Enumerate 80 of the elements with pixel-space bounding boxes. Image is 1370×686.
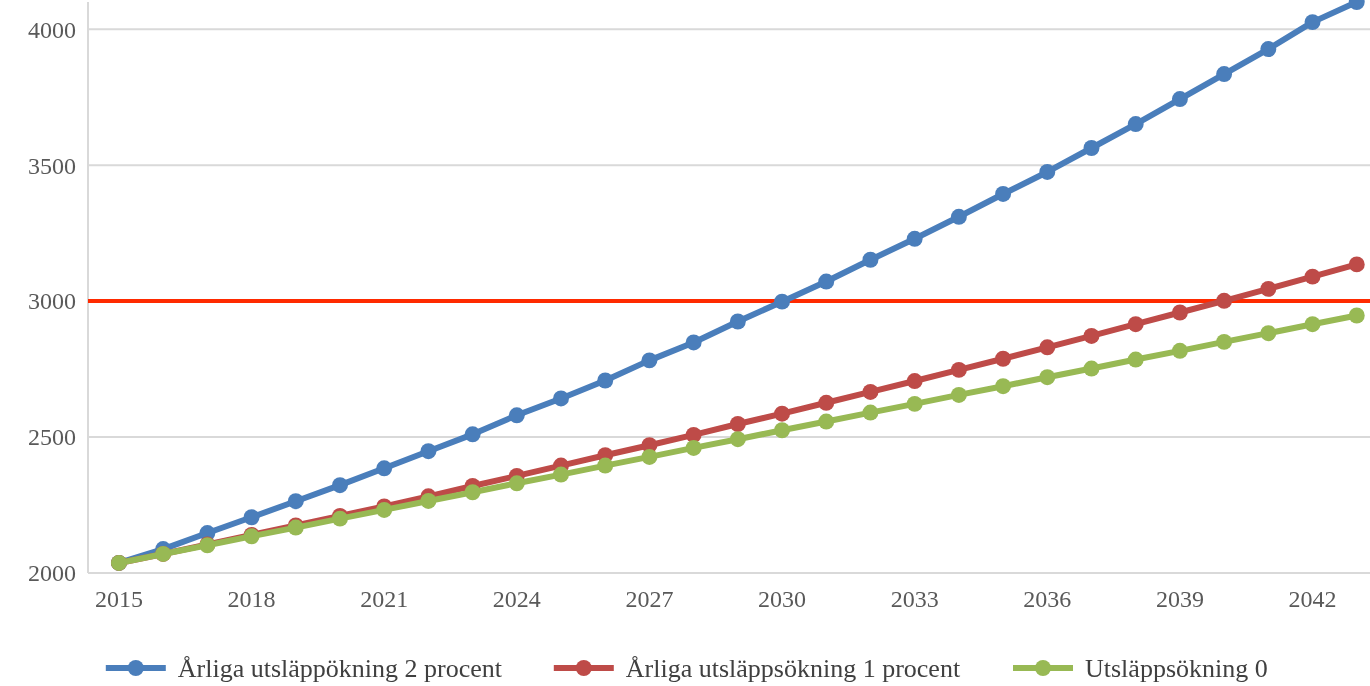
x-tick-label: 2030 [758,586,807,612]
point [1260,280,1277,297]
point [729,313,746,330]
point [1171,342,1188,359]
point [774,405,791,422]
point [1171,304,1188,321]
point [1127,351,1144,368]
point [995,186,1012,202]
point [1171,91,1188,108]
legend-label: Årliga utsläppsökning 1 procent [625,654,961,684]
x-tick-label: 2042 [1288,586,1337,612]
x-tick-label: 2018 [227,586,276,612]
point [906,373,923,389]
point [376,460,393,477]
point [464,426,481,443]
y-tick-label: 3500 [28,152,76,179]
point [862,251,879,268]
point [950,386,967,403]
point [641,352,658,369]
y-tick-label: 2000 [28,560,76,587]
point [243,509,260,526]
point [862,383,879,400]
y-tick-label: 2500 [28,424,76,451]
x-tick-label: 2036 [1023,586,1072,612]
point [1039,339,1056,356]
legend-label: Utsläppsökning 0 [1085,654,1268,684]
point [774,293,791,310]
point [950,361,967,378]
point [464,484,481,501]
point [950,208,967,225]
point [1216,333,1233,350]
point [1127,116,1144,133]
point [685,439,702,456]
point [906,230,923,247]
y-tick-label: 4000 [28,16,76,43]
point [1039,369,1056,386]
point [1260,41,1277,57]
point [1348,307,1365,324]
point [1304,14,1321,31]
point [597,457,614,474]
point [1039,163,1056,180]
point [1304,316,1321,333]
point [1216,292,1233,309]
legend-label: Årliga utsläppökning 2 procent [177,654,503,684]
point [995,378,1012,395]
point [818,273,835,290]
point [1216,66,1233,83]
x-tick-label: 2027 [625,586,674,612]
point [818,413,835,430]
x-tick-label: 2039 [1155,586,1204,612]
point [553,390,569,407]
point [1260,325,1277,342]
point [287,493,304,510]
point [1304,268,1321,285]
point [774,422,791,439]
point [597,372,614,389]
point [508,407,525,424]
point [729,416,746,432]
point [862,404,879,421]
point [420,443,437,460]
point [332,477,348,494]
point [1083,360,1100,377]
point [553,466,569,483]
point [508,475,525,492]
x-tick-label: 2033 [890,586,939,612]
point [1083,140,1100,156]
point [685,334,702,351]
point [420,492,437,509]
point [995,350,1012,367]
point [1348,256,1365,273]
point [1083,327,1100,344]
point [729,431,746,448]
point [906,395,923,412]
point [818,394,835,411]
x-tick-label: 2024 [492,586,541,612]
point [1127,316,1144,333]
point [641,448,658,465]
y-tick-label: 3000 [28,288,76,315]
x-tick-label: 2015 [94,586,143,612]
x-tick-label: 2021 [360,586,409,612]
